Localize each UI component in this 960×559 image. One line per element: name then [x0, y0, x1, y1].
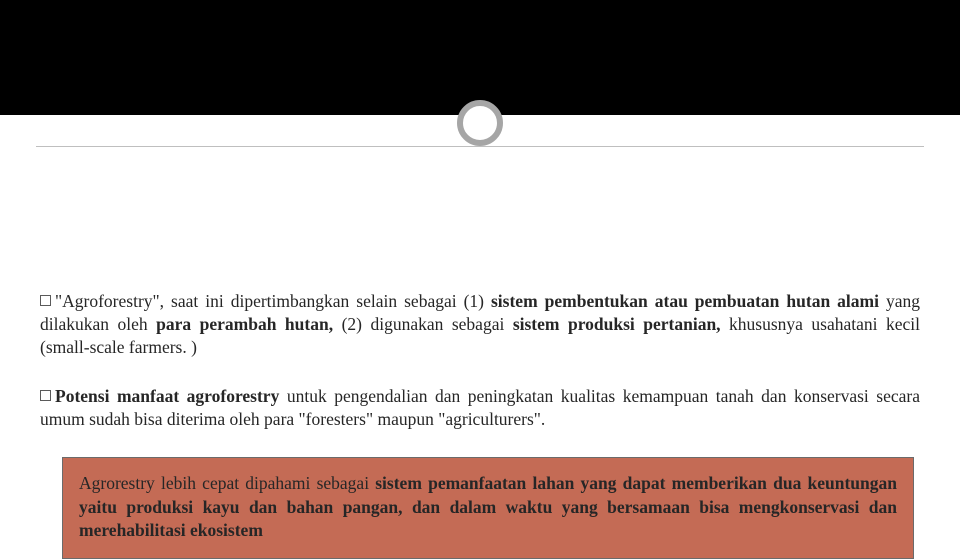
highlight-box: Agrorestry lebih cepat dipahami sebagai …: [62, 457, 914, 558]
square-bullet-icon: [40, 295, 51, 306]
square-bullet-icon: [40, 390, 51, 401]
highlight-text: Agrorestry lebih cepat dipahami sebagai …: [79, 473, 897, 539]
slide-content: "Agroforestry", saat ini dipertimbangkan…: [0, 115, 960, 559]
bullet-text: Potensi manfaat agroforestry untuk penge…: [40, 386, 920, 429]
top-banner: [0, 0, 960, 115]
bullet-item: "Agroforestry", saat ini dipertimbangkan…: [40, 290, 920, 359]
ring-ornament: [457, 100, 503, 146]
bullet-text: "Agroforestry", saat ini dipertimbangkan…: [40, 291, 920, 357]
bullet-item: Potensi manfaat agroforestry untuk penge…: [40, 385, 920, 431]
divider-line: [36, 146, 924, 147]
